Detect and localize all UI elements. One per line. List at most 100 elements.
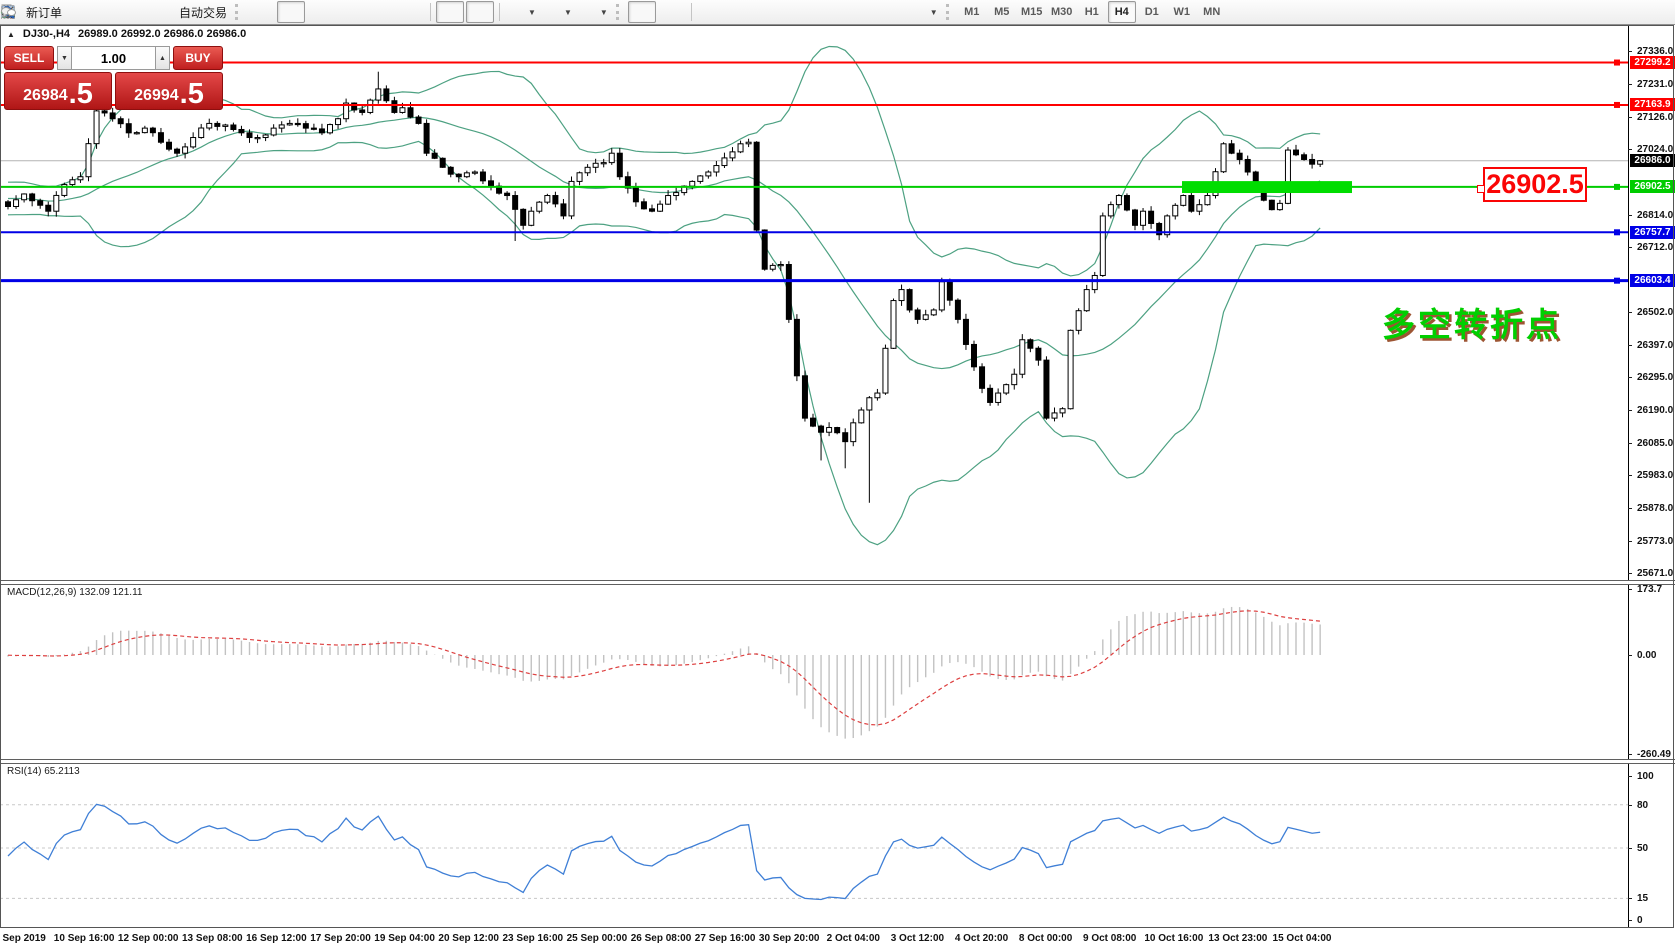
price-tick-mark <box>1628 475 1632 477</box>
toolbar-button-label: H1 <box>1084 6 1099 18</box>
price-tick-mark <box>1628 345 1632 347</box>
price-tick-mark <box>1628 410 1632 412</box>
zoom-out-icon <box>1 4 389 20</box>
price-callout-handle[interactable] <box>1477 185 1485 193</box>
sell-price-main: 26984 <box>23 87 68 104</box>
time-axis-label: 3 Oct 12:00 <box>890 933 945 944</box>
buy-button[interactable]: BUY <box>173 46 223 70</box>
buy-price-main: 26994 <box>134 87 179 104</box>
macd-tick-mark <box>1628 753 1632 755</box>
toolbar-right-group <box>1 1 1665 23</box>
time-axis-label: 13 Sep 08:00 <box>181 933 243 944</box>
toolbar-equidistant-channel[interactable]: E <box>1 1 815 23</box>
price-tick-label: 27126.0 <box>1637 111 1674 123</box>
price-tick-mark <box>1628 148 1632 150</box>
time-axis-label: 30 Sep 20:00 <box>758 933 820 944</box>
toolbar-cursor[interactable] <box>5 1 656 23</box>
price-tick-label: 27336.0 <box>1637 46 1674 57</box>
price-tick-mark <box>1628 377 1632 379</box>
toolbar-line-chart[interactable] <box>1 1 335 23</box>
toolbar-arrows[interactable]: ▼ <box>2 1 941 23</box>
rsi-tick-mark <box>1628 776 1632 777</box>
toolbar-auto-scroll[interactable] <box>1 1 465 23</box>
sell-price-button[interactable]: 26984.5 <box>4 72 112 110</box>
toolbar-market-watch[interactable] <box>1 1 125 23</box>
toolbar-w1[interactable]: W1 <box>1168 1 1196 23</box>
macd-tick-label: 0.00 <box>1637 650 1657 661</box>
toolbar-grip[interactable] <box>945 4 953 20</box>
toolbar-m30[interactable]: M30 <box>1048 1 1076 23</box>
main-chart-canvas[interactable] <box>0 25 1628 582</box>
toolbar-grip[interactable] <box>235 4 242 20</box>
indicator-icon <box>1 4 524 20</box>
toolbar-mn[interactable]: MN <box>1198 1 1226 23</box>
price-tick-label: 26712.0 <box>1637 241 1674 253</box>
chart-header: ▲ DJ30-,H4 26989.0 26992.0 26986.0 26986… <box>7 28 246 40</box>
toolbar-trendline[interactable] <box>2 1 785 23</box>
price-tick-mark <box>1628 312 1632 314</box>
time-axis-label: 2 Oct 04:00 <box>826 933 880 944</box>
dropdown-arrow-icon: ▼ <box>599 7 608 17</box>
volume-decrease-button[interactable]: ▼ <box>57 46 72 70</box>
toolbar-indicators-list[interactable]: ▼ <box>1 1 539 23</box>
toolbar-signals[interactable] <box>0 1 155 23</box>
volume-increase-button[interactable]: ▲ <box>155 46 170 70</box>
buy-price-button[interactable]: 26994.5 <box>115 72 223 110</box>
price-tick-label: 26502.0 <box>1637 307 1674 319</box>
price-tick-mark <box>1628 573 1632 574</box>
toolbar-d1[interactable]: D1 <box>1138 1 1166 23</box>
toolbar-chart-shift[interactable] <box>1 1 495 23</box>
sell-button[interactable]: SELL <box>4 46 54 70</box>
toolbar-templates[interactable]: ▼ <box>1 1 611 23</box>
price-line-badge: 27299.2 <box>1630 56 1675 70</box>
time-axis-label: 8 Oct 00:00 <box>1018 933 1073 944</box>
toolbar-vertical-line[interactable] <box>7 1 725 23</box>
toolbar-m1[interactable]: M1 <box>958 1 986 23</box>
toolbar-candlestick-chart[interactable] <box>2 1 306 23</box>
toolbar-metaeditor[interactable] <box>1 1 95 23</box>
toolbar-tile-windows[interactable] <box>2 1 425 23</box>
toolbar-m15[interactable]: M15 <box>1018 1 1046 23</box>
rsi-window-splitter[interactable] <box>0 759 1675 764</box>
price-line-badge: 26986.0 <box>1630 154 1675 168</box>
toolbar-h4[interactable]: H4 <box>1107 1 1136 23</box>
toolbar-separator <box>690 3 692 21</box>
price-axis[interactable] <box>1628 25 1675 928</box>
dropdown-arrow-icon: ▼ <box>528 7 536 17</box>
toolbar-periods[interactable]: ▼ <box>2 1 575 23</box>
price-tick-label: 25773.0 <box>1637 536 1674 548</box>
toolbar-text[interactable]: A <box>4 1 875 23</box>
time-axis-label: 10 Oct 16:00 <box>1144 933 1204 944</box>
window-collapse-icon[interactable]: ▲ <box>7 29 15 39</box>
toolbar-h1[interactable]: H1 <box>1078 1 1106 23</box>
time-axis-label: 26 Sep 08:00 <box>630 933 692 944</box>
toolbar-auto-trading[interactable]: 自动交易 <box>1 1 230 23</box>
toolbar-text-label[interactable]: T <box>1 1 905 23</box>
vline-icon <box>7 4 719 20</box>
time-axis-label: 15 Oct 04:00 <box>1272 933 1332 944</box>
chart-annotation-text[interactable]: 多空转折点 <box>1382 306 1562 343</box>
toolbar-search[interactable] <box>2 1 1634 23</box>
toolbar-button-label: MN <box>1203 6 1221 18</box>
time-axis-label: 10 Sep 16:00 <box>53 933 115 944</box>
price-line-badge: 26603.4 <box>1630 274 1675 288</box>
price-line-badge: 26902.5 <box>1630 180 1675 194</box>
toolbar-grip[interactable] <box>615 4 623 20</box>
volume-input[interactable] <box>72 46 155 70</box>
price-tick-mark <box>1628 116 1632 118</box>
toolbar-crosshair[interactable] <box>2 1 686 23</box>
toolbar-m5[interactable]: M5 <box>988 1 1016 23</box>
toolbar-zoom-out[interactable] <box>1 1 395 23</box>
rsi-subwindow-canvas[interactable] <box>0 762 1628 927</box>
toolbar-fibonacci[interactable]: F <box>2 1 845 23</box>
macd-subwindow-canvas[interactable] <box>0 583 1628 759</box>
price-callout-box[interactable]: 26902.5 <box>1483 167 1587 202</box>
toolbar-zoom-in[interactable] <box>1 1 365 23</box>
time-axis-label: 9 Sep 2019 <box>0 933 46 944</box>
toolbar-horizontal-line[interactable] <box>2 1 755 23</box>
toolbar-chat[interactable] <box>1 1 1664 23</box>
macd-window-splitter[interactable] <box>0 580 1675 585</box>
toolbar-bar-chart[interactable] <box>2 1 275 23</box>
search-icon <box>2 4 1628 20</box>
